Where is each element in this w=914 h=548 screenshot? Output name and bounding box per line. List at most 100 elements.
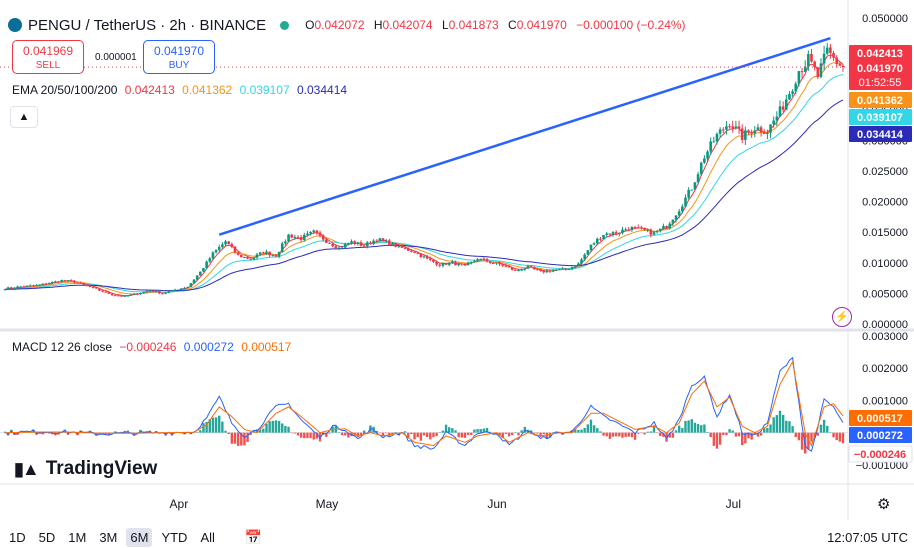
candle-body: [397, 245, 401, 247]
range-6m-button[interactable]: 6M: [126, 527, 153, 547]
candle-body: [548, 270, 552, 272]
range-all-button[interactable]: All: [200, 529, 215, 545]
candle-body: [290, 234, 293, 238]
collapse-legend-button[interactable]: ▲: [10, 106, 38, 128]
candle-body: [41, 283, 45, 285]
macd-histogram-bar: [706, 432, 709, 433]
macd-histogram-bar: [451, 428, 454, 433]
macd-histogram-bar: [407, 432, 410, 439]
gear-icon[interactable]: ⚙: [877, 496, 891, 513]
candle-body: [747, 130, 750, 133]
candle-body: [249, 258, 253, 260]
candle-body: [343, 244, 347, 248]
candle-body: [142, 291, 145, 293]
candle-body: [384, 240, 388, 242]
price-tick-label: 0.015000: [862, 227, 908, 239]
range-ytd-button[interactable]: YTD: [161, 529, 188, 545]
candle-body: [573, 266, 577, 268]
macd-histogram-bar: [822, 419, 826, 433]
utc-clock[interactable]: 12:07:05 UTC: [827, 530, 908, 545]
range-3m-button[interactable]: 3M: [99, 529, 118, 545]
candle-body: [800, 71, 804, 73]
macd-tick-label: 0.003000: [862, 331, 908, 343]
candle-body: [400, 245, 404, 248]
macd-legend[interactable]: MACD 12 26 close −0.000246 0.000272 0.00…: [12, 340, 292, 354]
calendar-icon[interactable]: 📅: [244, 528, 263, 545]
macd-histogram-bar: [240, 432, 243, 446]
macd-price-label: [848, 445, 913, 463]
candle-body: [117, 295, 120, 297]
candle-body: [539, 269, 542, 271]
macd-histogram-bar: [788, 421, 791, 433]
macd-histogram-bar: [95, 432, 98, 436]
candle-body: [797, 71, 801, 84]
macd-histogram-bar: [652, 425, 656, 433]
candle-body: [583, 254, 586, 260]
range-1m-button[interactable]: 1M: [68, 529, 87, 545]
candle-body: [454, 261, 457, 266]
candle-body: [766, 132, 769, 134]
macd-histogram-bar: [388, 432, 391, 436]
chart-header: PENGU / TetherUS · 2h · BINANCE O0.04207…: [8, 14, 686, 36]
candle-body: [618, 232, 621, 234]
macd-histogram-bar: [542, 432, 545, 435]
macd-histogram-bar: [359, 432, 363, 436]
price-tick-label: 0.025000: [862, 166, 908, 178]
candle-body: [258, 252, 262, 255]
candle-body: [791, 91, 794, 95]
macd-histogram-bar: [602, 432, 605, 436]
macd-tick-label: −0.001000: [856, 460, 908, 472]
chevron-up-icon: ▲: [18, 111, 30, 123]
macd-histogram-bar: [344, 432, 347, 436]
macd-histogram-bar: [425, 432, 429, 438]
macd-histogram-bar: [457, 432, 460, 438]
lightning-icon[interactable]: ⚡: [832, 307, 852, 327]
ema-legend[interactable]: EMA 20/50/100/200 0.042413 0.041362 0.03…: [12, 83, 348, 97]
candle-body: [570, 266, 574, 270]
macd-histogram-bar: [224, 430, 227, 433]
sell-button[interactable]: 0.041969 SELL: [12, 40, 84, 74]
price-label-ema50: [849, 92, 912, 108]
time-tick-label: Jun: [487, 497, 506, 511]
candle-body: [136, 293, 139, 295]
macd-histogram-bar: [205, 421, 208, 433]
candle-body: [337, 247, 341, 249]
candle-body: [107, 291, 111, 294]
candle-body: [265, 251, 268, 254]
range-1d-button[interactable]: 1D: [9, 529, 26, 545]
macd-histogram-bar: [277, 420, 281, 433]
candle-body: [510, 267, 514, 270]
candle-body: [608, 233, 612, 235]
macd-histogram-bar: [202, 423, 205, 433]
macd-histogram-bar: [328, 432, 331, 434]
spread-value: 0.000001: [95, 52, 137, 63]
candle-body: [403, 247, 407, 249]
candle-body: [85, 284, 89, 286]
ema-50-line: [4, 62, 844, 295]
macd-histogram-bar: [580, 429, 583, 433]
macd-histogram-bar: [246, 432, 249, 443]
macd-histogram-bar: [709, 432, 712, 438]
symbol-title[interactable]: PENGU / TetherUS · 2h · BINANCE: [28, 16, 267, 34]
candle-body: [630, 227, 634, 230]
macd-histogram-bar: [290, 432, 293, 434]
candle-body: [466, 263, 470, 266]
range-5d-button[interactable]: 5D: [38, 529, 56, 545]
candle-body: [246, 257, 249, 259]
candle-body: [715, 133, 719, 142]
candle-body: [476, 259, 479, 261]
candle-body: [479, 258, 483, 260]
candle-body: [542, 270, 546, 273]
candle-body: [252, 257, 256, 260]
candle-body: [110, 293, 114, 296]
candle-body: [438, 264, 442, 266]
macd-histogram-bar: [643, 432, 646, 435]
macd-histogram-bar: [744, 432, 747, 444]
candle-body: [589, 244, 593, 251]
macd-tick-label: 0.002000: [862, 363, 908, 375]
candle-body: [520, 269, 523, 271]
candle-body: [312, 230, 316, 232]
macd-histogram-bar: [419, 432, 423, 441]
buy-button[interactable]: 0.041970 BUY: [143, 40, 215, 74]
